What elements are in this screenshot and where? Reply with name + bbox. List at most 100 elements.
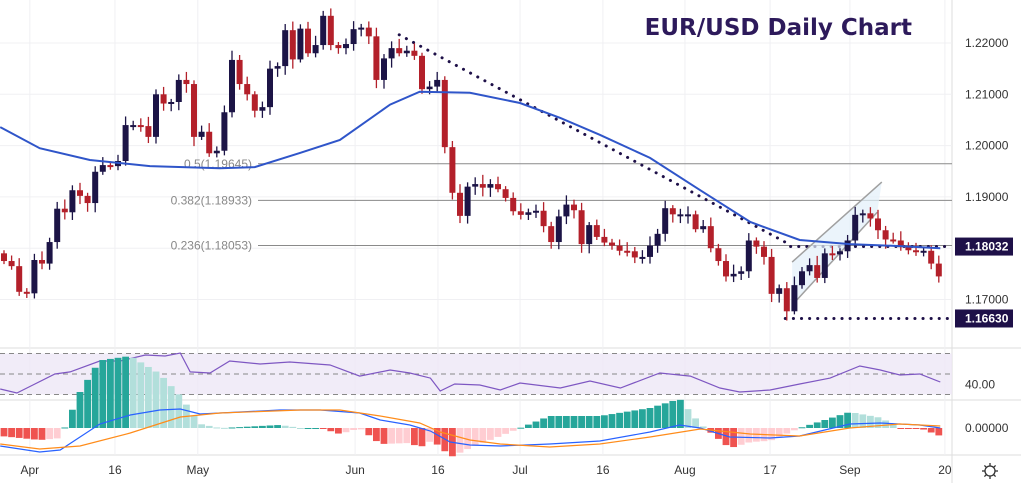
candle-body bbox=[517, 211, 524, 215]
candle-body bbox=[153, 94, 159, 137]
macd-histogram-bar bbox=[829, 417, 836, 428]
time-tick: Apr bbox=[20, 463, 39, 477]
candle-body bbox=[700, 226, 707, 230]
macd-histogram-bar bbox=[654, 405, 661, 428]
macd-histogram-bar bbox=[593, 416, 601, 428]
candle-body bbox=[685, 214, 691, 217]
price-badge-label: 1.18032 bbox=[965, 240, 1009, 254]
candle-body bbox=[373, 36, 380, 80]
candle-body bbox=[920, 250, 927, 253]
candle-body bbox=[16, 266, 23, 292]
candle-body bbox=[160, 94, 167, 104]
macd-histogram-bar bbox=[867, 415, 874, 428]
macd-histogram-bar bbox=[813, 422, 821, 428]
candle-body bbox=[882, 230, 889, 240]
candle-body bbox=[1, 253, 7, 262]
macd-histogram-bar bbox=[99, 360, 107, 428]
candle-body bbox=[464, 186, 471, 216]
macd-histogram-bar bbox=[540, 418, 547, 428]
candle-body bbox=[502, 189, 509, 198]
candle-body bbox=[46, 242, 53, 264]
macd-histogram-bar bbox=[631, 410, 639, 428]
candle-body bbox=[267, 68, 273, 108]
macd-histogram-bar bbox=[403, 428, 411, 444]
candle-body bbox=[669, 208, 676, 215]
macd-histogram-bar bbox=[84, 379, 91, 428]
candle-body bbox=[631, 251, 638, 258]
price-tick: 1.17000 bbox=[965, 293, 1009, 307]
candle-body bbox=[495, 184, 501, 190]
candles bbox=[1, 8, 942, 321]
candle-body bbox=[928, 250, 935, 264]
macd-histogram-bar bbox=[661, 403, 669, 428]
candle-body bbox=[593, 225, 600, 237]
macd-histogram-bar bbox=[236, 427, 243, 429]
candle-body bbox=[806, 265, 813, 272]
macd-histogram-bar bbox=[905, 428, 912, 429]
macd-histogram-bar bbox=[821, 420, 829, 428]
time-tick: May bbox=[186, 463, 209, 477]
macd-histogram-bar bbox=[684, 409, 692, 428]
candle-body bbox=[381, 58, 387, 80]
candle-body bbox=[175, 79, 182, 102]
price-badge bbox=[955, 237, 1013, 256]
macd-histogram-bar bbox=[289, 426, 297, 428]
macd-histogram-bar bbox=[46, 428, 53, 440]
channel-line bbox=[791, 181, 883, 263]
candle-body bbox=[548, 226, 555, 243]
candle-body bbox=[61, 208, 68, 213]
macd-histogram-bar bbox=[555, 416, 563, 428]
time-tick: Aug bbox=[674, 463, 695, 477]
macd-histogram-bar bbox=[304, 428, 312, 429]
macd-histogram-bar bbox=[38, 428, 46, 440]
candle-body bbox=[137, 125, 144, 128]
candle-body bbox=[396, 48, 403, 54]
macd-histogram-bar bbox=[190, 415, 198, 428]
candle-body bbox=[327, 15, 334, 46]
candle-body bbox=[206, 131, 213, 154]
macd-histogram-bar bbox=[882, 420, 889, 428]
candle-body bbox=[213, 150, 220, 154]
candle-body bbox=[609, 242, 615, 246]
candle-body bbox=[183, 79, 190, 85]
macd-histogram-bar bbox=[243, 426, 251, 428]
macd-histogram-bar bbox=[791, 428, 798, 431]
candle-body bbox=[92, 171, 99, 204]
macd-histogram-bar bbox=[122, 356, 129, 428]
candle-body bbox=[730, 273, 737, 277]
macd-histogram-bar bbox=[927, 428, 935, 433]
candle-body bbox=[388, 48, 395, 59]
macd-histogram-bar bbox=[76, 392, 84, 428]
candle-body bbox=[723, 261, 729, 277]
macd-histogram-bar bbox=[228, 427, 236, 429]
macd-histogram-bar bbox=[137, 362, 145, 428]
macd-histogram-bar bbox=[699, 426, 707, 428]
candle-body bbox=[745, 240, 752, 272]
macd-histogram-bar bbox=[327, 428, 335, 432]
gear-icon[interactable] bbox=[982, 463, 998, 479]
candle-body bbox=[479, 184, 486, 188]
macd-histogram-bar bbox=[570, 416, 578, 428]
fib-label: 0.236(1.18053) bbox=[171, 238, 252, 252]
candle-body bbox=[251, 94, 258, 111]
macd-histogram-bar bbox=[205, 425, 213, 428]
candle-body bbox=[654, 233, 661, 246]
candle-body bbox=[761, 246, 767, 257]
macd-histogram-bar bbox=[836, 415, 844, 428]
candle-body bbox=[799, 271, 805, 286]
macd-histogram-bar bbox=[167, 386, 175, 428]
candle-body bbox=[297, 28, 304, 60]
macd-histogram-bar bbox=[23, 428, 31, 439]
candle-body bbox=[586, 225, 593, 245]
macd-histogram-bar bbox=[487, 428, 494, 440]
macd-histogram-bar bbox=[897, 428, 905, 429]
macd-histogram-bar bbox=[525, 424, 532, 428]
candle-body bbox=[768, 256, 775, 294]
price-axis[interactable]: 1.22000 1.21000 1.20000 1.19000 1.17000 1.180… bbox=[955, 36, 1013, 435]
candle-body bbox=[540, 210, 547, 227]
macd-histogram-bar bbox=[152, 371, 160, 428]
candle-body bbox=[289, 30, 296, 60]
time-axis[interactable]: Apr 16 May Jun 16 Jul 16 Aug 17 Sep 20 bbox=[20, 463, 951, 477]
candle-body bbox=[244, 84, 251, 95]
